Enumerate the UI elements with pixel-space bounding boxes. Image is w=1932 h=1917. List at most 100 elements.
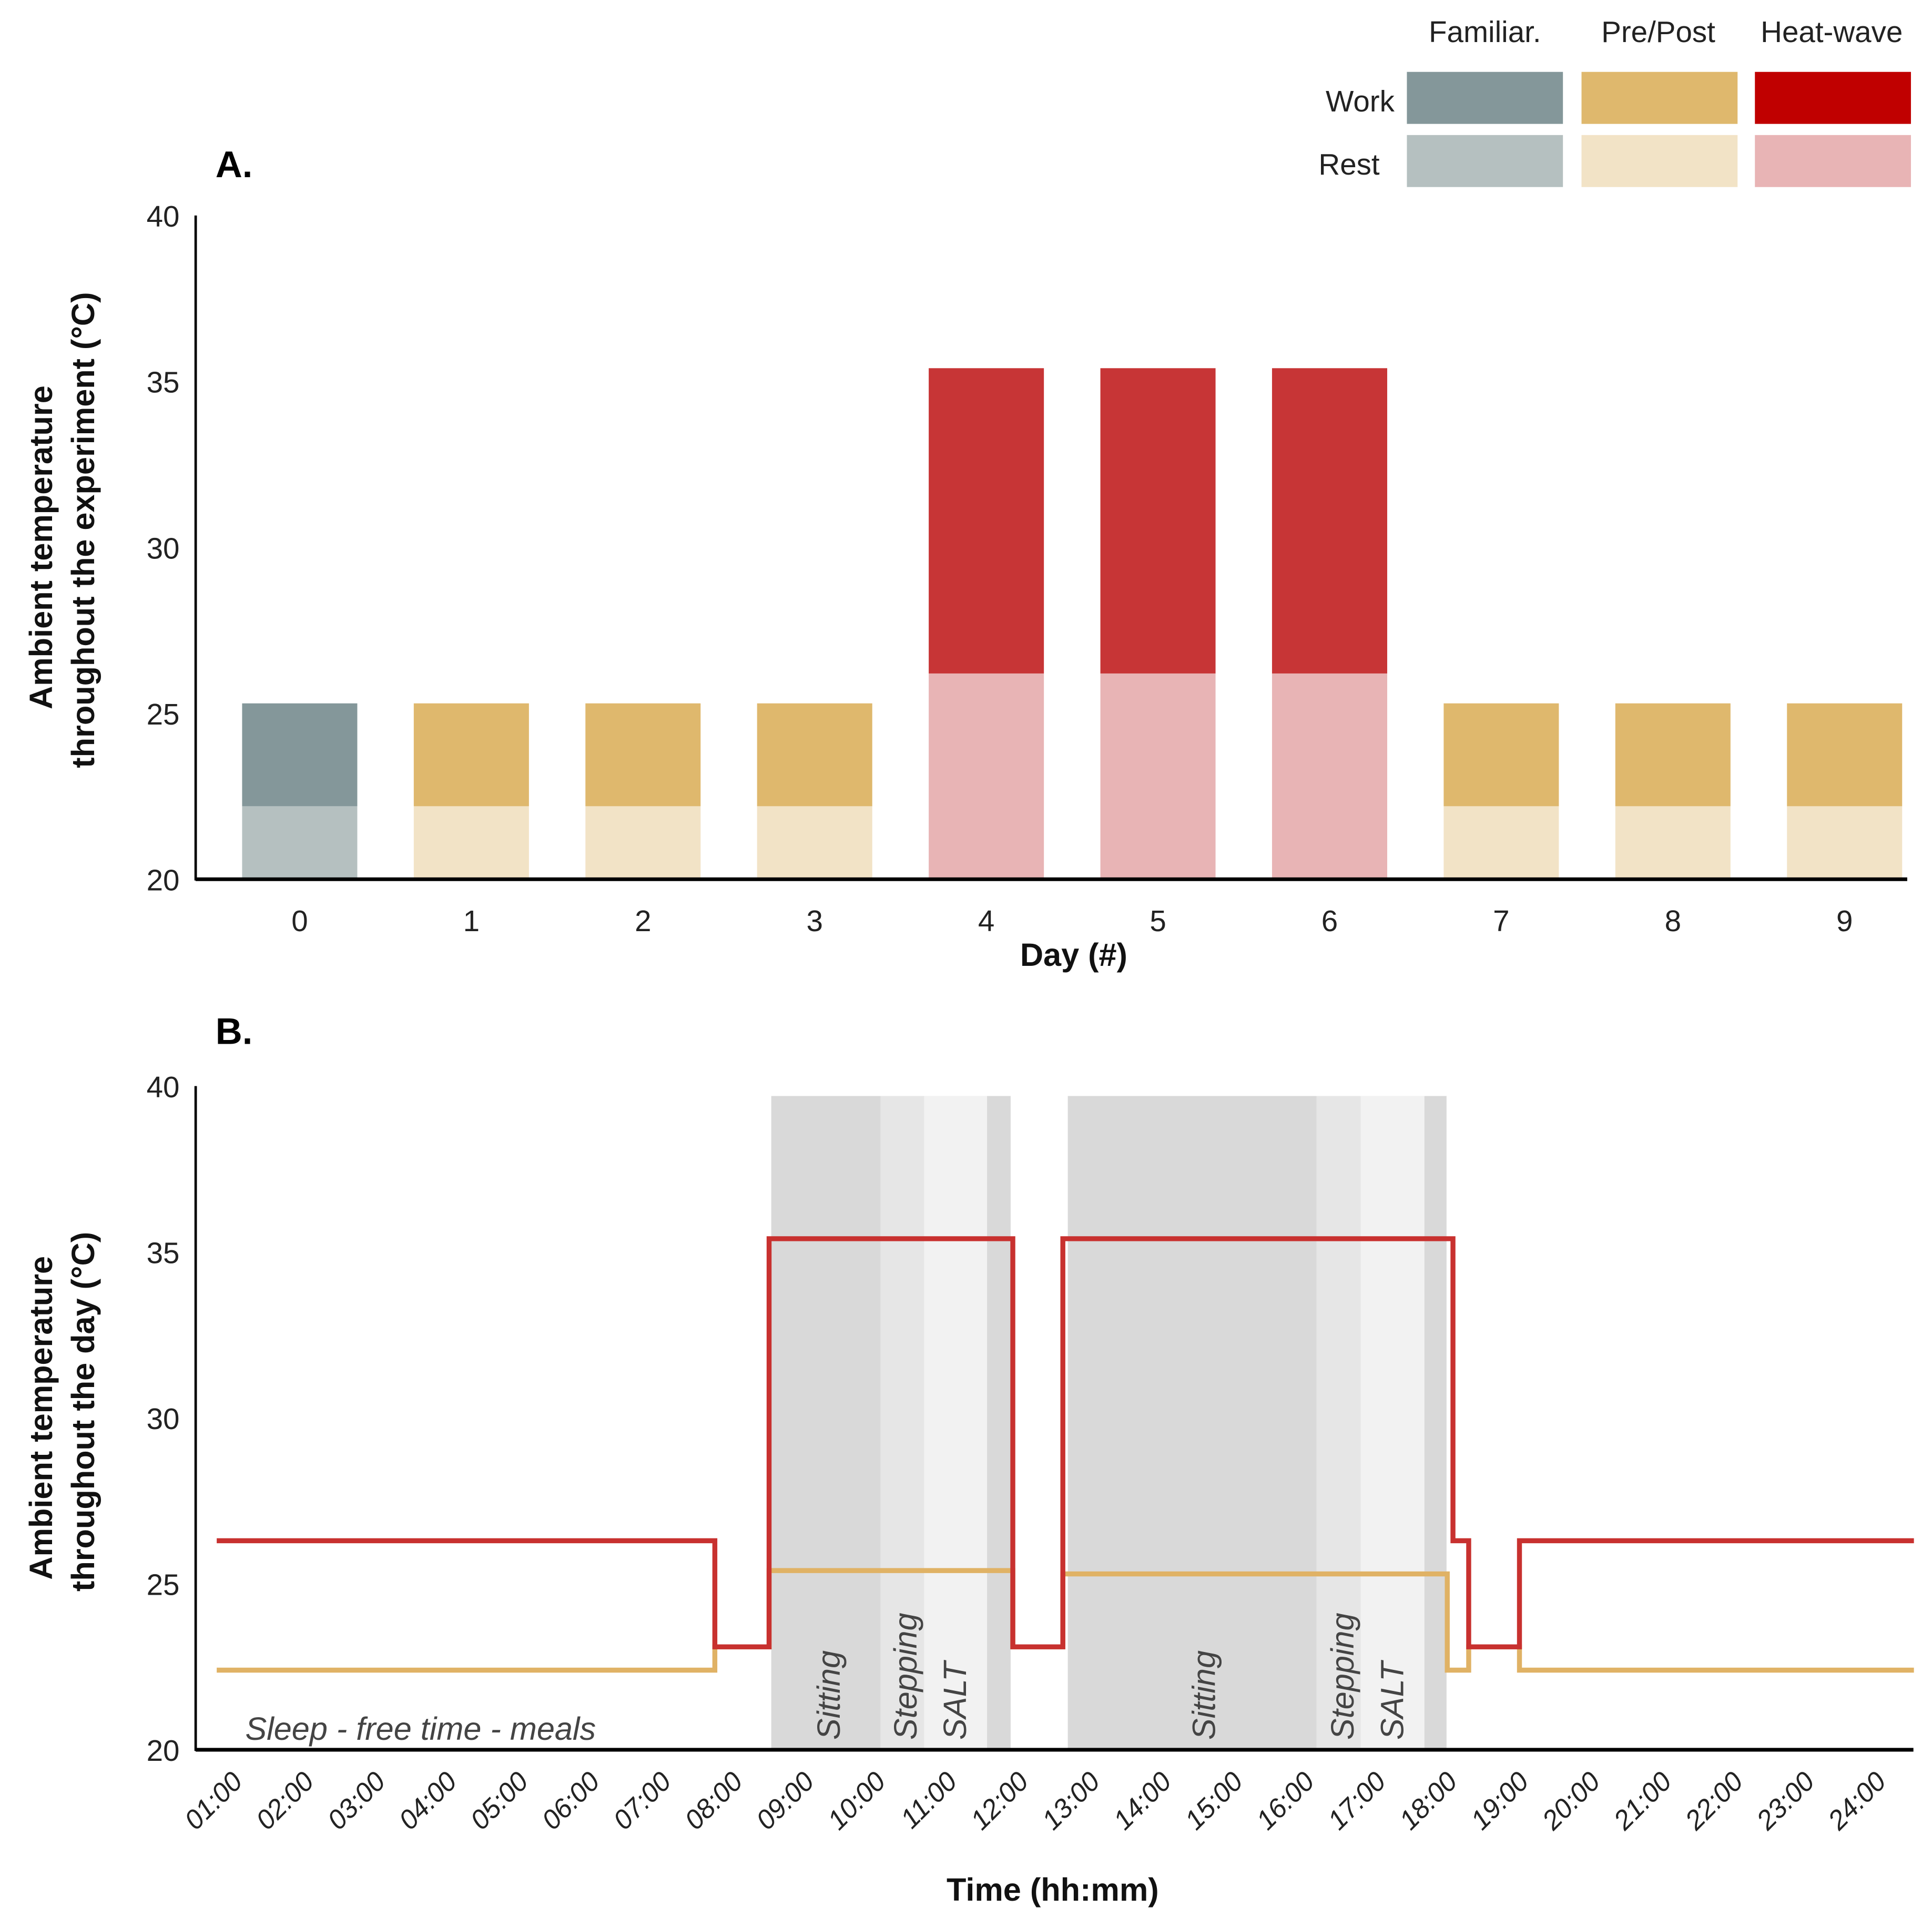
activity-band-4 (1067, 1096, 1317, 1750)
x-tick-label: 07:00 (607, 1766, 677, 1836)
annotation-stepping-1: Stepping (888, 1613, 923, 1740)
x-tick-label: 02:00 (250, 1766, 320, 1836)
activity-band-1 (880, 1096, 924, 1750)
bar-rest-day-5 (1100, 673, 1216, 880)
annotation-sitting-2: Sitting (1186, 1650, 1222, 1740)
x-tick-label: 09:00 (750, 1766, 820, 1836)
x-tick-label: 13:00 (1036, 1766, 1106, 1836)
panel-b-label: B. (216, 1011, 253, 1052)
bar-rest-day-7 (1443, 806, 1559, 880)
bar-work-day-3 (757, 703, 872, 807)
x-tick-label: 24:00 (1822, 1766, 1892, 1836)
x-tick-label: 11:00 (894, 1766, 963, 1834)
bar-rest-day-2 (585, 806, 701, 880)
x-tick-label: 19:00 (1465, 1766, 1534, 1836)
bar-work-day-8 (1615, 703, 1731, 807)
x-tick-label: 05:00 (464, 1766, 534, 1836)
annotation-stepping-2: Stepping (1325, 1613, 1360, 1740)
panel-b-lines (217, 1236, 1914, 1673)
x-tick-label: 0 (291, 904, 308, 937)
x-tick-label: 15:00 (1179, 1766, 1249, 1836)
bar-rest-day-4 (929, 673, 1044, 880)
series-line-heat-wave (217, 1236, 1914, 1649)
panel-b-ylabel-line1: Ambient temperature (23, 1256, 59, 1580)
x-tick-label: 10:00 (821, 1766, 891, 1836)
panel-a-ylabel-line1: Ambient temperature (23, 385, 59, 709)
annotation-salt-1: SALT (937, 1659, 973, 1740)
bar-work-day-6 (1272, 368, 1387, 674)
annotation-salt-2: SALT (1374, 1659, 1410, 1740)
y-tick-label: 25 (147, 1568, 180, 1602)
y-tick-label: 20 (147, 1734, 180, 1767)
activity-band-0 (771, 1096, 881, 1750)
x-tick-label: 6 (1321, 904, 1338, 937)
bar-rest-day-1 (413, 806, 529, 880)
legend-swatch-heatwave-rest (1755, 135, 1911, 187)
activity-band-7 (1424, 1096, 1447, 1750)
x-tick-label: 01:00 (178, 1766, 248, 1836)
legend-swatch-prepost-rest (1581, 135, 1738, 187)
x-tick-label: 3 (806, 904, 822, 937)
x-tick-label: 4 (978, 904, 994, 937)
x-tick-label: 2 (635, 904, 651, 937)
panel-a-bars (242, 368, 1903, 880)
x-tick-label: 21:00 (1607, 1766, 1677, 1836)
y-tick-label: 25 (147, 698, 180, 731)
y-tick-label: 20 (147, 863, 180, 896)
bar-rest-day-9 (1787, 806, 1903, 880)
y-tick-label: 40 (147, 200, 180, 233)
x-tick-label: 16:00 (1250, 1766, 1320, 1836)
x-tick-label: 23:00 (1750, 1766, 1821, 1836)
x-tick-label: 20:00 (1536, 1766, 1606, 1836)
bar-work-day-7 (1443, 703, 1559, 807)
y-tick-label: 40 (147, 1070, 180, 1104)
x-tick-label: 03:00 (321, 1766, 391, 1836)
x-tick-label: 04:00 (393, 1766, 463, 1836)
y-tick-label: 35 (147, 1236, 180, 1269)
panel-b-ylabel-line2: throughout the day (°C) (65, 1232, 101, 1592)
legend-swatch-familiar-rest (1407, 135, 1563, 187)
legend-swatch-prepost-work (1581, 72, 1738, 124)
bar-work-day-1 (413, 703, 529, 807)
y-tick-label: 35 (147, 366, 180, 399)
bar-work-day-2 (585, 703, 701, 807)
x-tick-label: 12:00 (964, 1766, 1034, 1836)
y-tick-label: 30 (147, 532, 180, 565)
x-tick-label: 9 (1836, 904, 1853, 937)
legend-col-familiar: Familiar. (1429, 15, 1541, 48)
x-tick-label: 18:00 (1393, 1766, 1463, 1836)
x-tick-label: 7 (1493, 904, 1509, 937)
annotation-sleep: Sleep - free time - meals (245, 1711, 596, 1747)
activity-band-6 (1360, 1096, 1425, 1750)
activity-band-5 (1316, 1096, 1361, 1750)
x-tick-label: 14:00 (1107, 1766, 1177, 1836)
x-tick-label: 08:00 (678, 1766, 748, 1836)
x-tick-label: 1 (463, 904, 480, 937)
bar-rest-day-3 (757, 806, 872, 880)
panel-b-xlabel: Time (hh:mm) (947, 1872, 1159, 1908)
x-tick-label: 06:00 (536, 1766, 606, 1836)
bar-work-day-4 (929, 368, 1044, 674)
x-tick-label: 22:00 (1679, 1766, 1749, 1836)
x-tick-label: 8 (1665, 904, 1681, 937)
x-tick-label: 17:00 (1321, 1766, 1391, 1836)
panel-a-xlabel: Day (#) (1020, 937, 1127, 973)
legend-swatch-heatwave-work (1755, 72, 1911, 124)
legend-swatch-familiar-work (1407, 72, 1563, 124)
bar-work-day-0 (242, 703, 358, 807)
bar-work-day-9 (1787, 703, 1903, 807)
y-tick-label: 30 (147, 1402, 180, 1435)
legend-row-work: Work (1326, 85, 1395, 118)
legend-row-rest: Rest (1318, 148, 1380, 181)
bar-rest-day-0 (242, 806, 358, 880)
activity-band-2 (924, 1096, 988, 1750)
panel-a-ylabel-line2: throughout the experiment (°C) (65, 292, 101, 768)
legend-col-heatwave: Heat-wave (1761, 15, 1903, 48)
bar-rest-day-8 (1615, 806, 1731, 880)
activity-band-3 (987, 1096, 1011, 1750)
bar-rest-day-6 (1272, 673, 1387, 880)
annotation-sitting-1: Sitting (811, 1650, 847, 1740)
legend: Familiar. Pre/Post Heat-wave Work Rest (1318, 15, 1911, 187)
panel-a-axes: 0 1 2 3 4 5 6 7 8 9 20 25 30 35 40 (147, 200, 1907, 937)
